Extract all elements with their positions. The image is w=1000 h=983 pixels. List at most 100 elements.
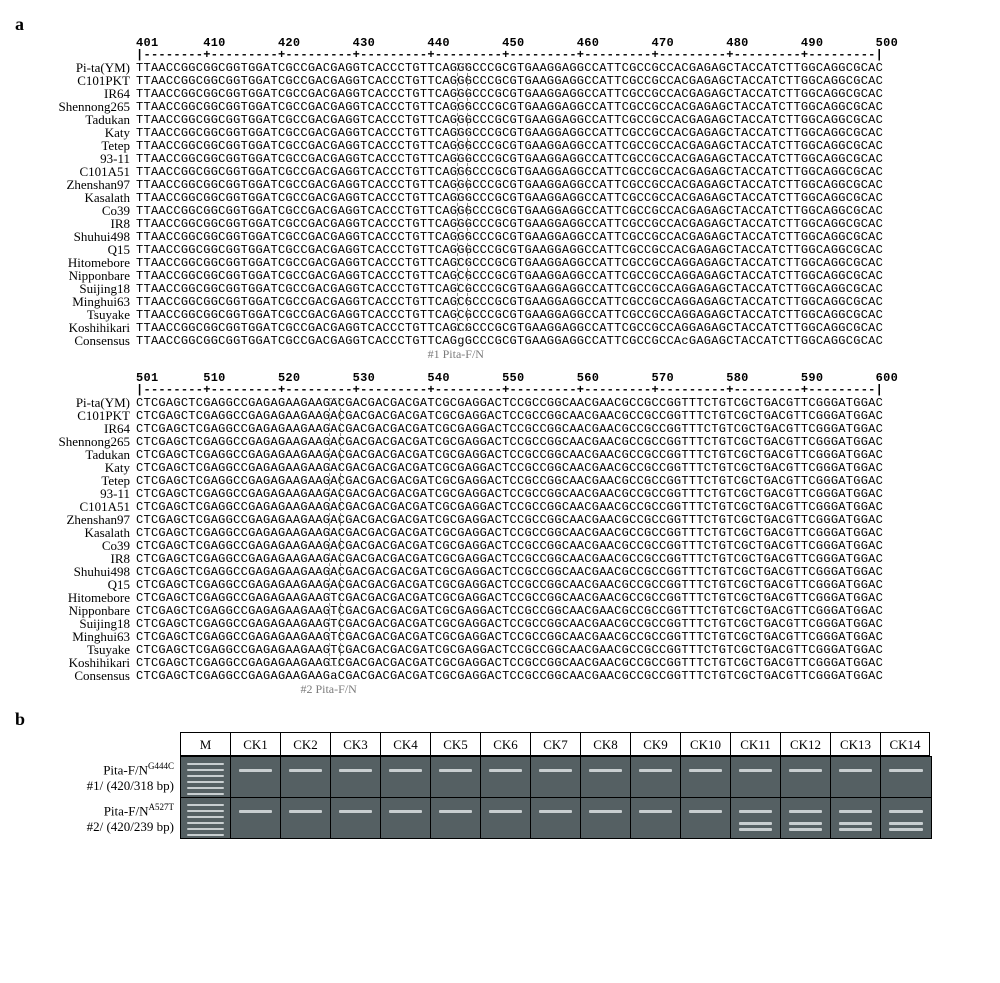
alignment-block: 401 410 420 430 440 450 460 470 480 490 … [15, 37, 985, 362]
gel-lane [631, 798, 681, 838]
gel-band [739, 828, 772, 831]
sequence-text: TTAACCGGCGGCGGTGGATCGCCGACGAGGTCACCCTGTT… [136, 244, 883, 256]
sequence-row: KasalathTTAACCGGCGGCGGTGGATCGCCGACGAGGTC… [15, 191, 985, 204]
ladder-band [187, 793, 224, 795]
gel-lane [881, 757, 931, 797]
gel-band [239, 769, 272, 772]
gel-band [289, 769, 322, 772]
sequence-text: CTCGAGCTCGAGGCCGAGAGAAGAAGTCGACGACGACGAT… [136, 592, 883, 604]
panel-b-label: b [15, 709, 985, 730]
sequence-text: TTAACCGGCGGCGGTGGATCGCCGACGAGGTCACCCTGTT… [136, 322, 883, 334]
sequence-name: Consensus [15, 669, 136, 682]
sequence-row: Zhenshan97TTAACCGGCGGCGGTGGATCGCCGACGAGG… [15, 178, 985, 191]
gel-lane-header: CK1 [230, 732, 280, 756]
sequence-row: Zhenshan97CTCGAGCTCGAGGCCGAGAGAAGAAGACGA… [15, 513, 985, 526]
gel-row: Pita-F/NG444C#1/ (420/318 bp) [15, 756, 985, 798]
snp-annotation: #2 Pita-F/N [136, 682, 985, 697]
sequence-row: KasalathCTCGAGCTCGAGGCCGAGAGAAGAAGACGACG… [15, 526, 985, 539]
sequence-text: CTCGAGCTCGAGGCCGAGAGAAGAAGACGACGACGACGAT… [136, 514, 883, 526]
sequence-row: Q15CTCGAGCTCGAGGCCGAGAGAAGAAGACGACGACGAC… [15, 578, 985, 591]
sequence-text: CTCGAGCTCGAGGCCGAGAGAAGAAGACGACGACGACGAT… [136, 527, 883, 539]
sequence-text: TTAACCGGCGGCGGTGGATCGCCGACGAGGTCACCCTGTT… [136, 257, 883, 269]
gel-lane [581, 757, 631, 797]
sequence-text: TTAACCGGCGGCGGTGGATCGCCGACGAGGTCACCCTGTT… [136, 101, 883, 113]
gel-band [489, 810, 522, 813]
gel-band [239, 810, 272, 813]
gel-band [389, 810, 422, 813]
sequence-row: Suijing18TTAACCGGCGGCGGTGGATCGCCGACGAGGT… [15, 282, 985, 295]
sequence-row: ConsensusTTAACCGGCGGCGGTGGATCGCCGACGAGGT… [15, 334, 985, 347]
gel-lane-header: CK8 [580, 732, 630, 756]
gel-lane [231, 757, 281, 797]
gel-band [739, 822, 772, 825]
sequence-alignment-panel: 401 410 420 430 440 450 460 470 480 490 … [15, 37, 985, 697]
sequence-row: Shuhui498TTAACCGGCGGCGGTGGATCGCCGACGAGGT… [15, 230, 985, 243]
sequence-row: 93-11TTAACCGGCGGCGGTGGATCGCCGACGAGGTCACC… [15, 152, 985, 165]
sequence-text: TTAACCGGCGGCGGTGGATCGCCGACGAGGTCACCCTGTT… [136, 335, 883, 347]
gel-lane [431, 798, 481, 838]
sequence-row: Suijing18CTCGAGCTCGAGGCCGAGAGAAGAAGTCGAC… [15, 617, 985, 630]
sequence-text: CTCGAGCTCGAGGCCGAGAGAAGAAGACGACGACGACGAT… [136, 579, 883, 591]
ladder-band [187, 822, 224, 824]
ladder-band [187, 810, 224, 812]
gel-lane [681, 798, 731, 838]
gel-lane [481, 757, 531, 797]
gel-row-label: Pita-F/NA527T#2/ (420/239 bp) [15, 802, 180, 835]
sequence-text: CTCGAGCTCGAGGCCGAGAGAAGAAGACGACGACGACGAT… [136, 462, 883, 474]
ladder-band [187, 816, 224, 818]
gel-band [789, 769, 822, 772]
sequence-text: CTCGAGCTCGAGGCCGAGAGAAGAAGACGACGACGACGAT… [136, 423, 883, 435]
gel-row: Pita-F/NA527T#2/ (420/239 bp) [15, 798, 985, 839]
gel-band [839, 810, 872, 813]
ladder-band [187, 834, 224, 836]
sequence-row: Q15TTAACCGGCGGCGGTGGATCGCCGACGAGGTCACCCT… [15, 243, 985, 256]
gel-lane [481, 798, 531, 838]
sequence-text: TTAACCGGCGGCGGTGGATCGCCGACGAGGTCACCCTGTT… [136, 166, 883, 178]
sequence-text: TTAACCGGCGGCGGTGGATCGCCGACGAGGTCACCCTGTT… [136, 296, 883, 308]
sequence-row: HitomeboreCTCGAGCTCGAGGCCGAGAGAAGAAGTCGA… [15, 591, 985, 604]
gel-band [339, 769, 372, 772]
ladder-band [187, 787, 224, 789]
sequence-text: TTAACCGGCGGCGGTGGATCGCCGACGAGGTCACCCTGTT… [136, 218, 883, 230]
gel-lane [581, 798, 631, 838]
alignment-block: 501 510 520 530 540 550 560 570 580 590 … [15, 372, 985, 697]
gel-lane [531, 757, 581, 797]
sequence-text: TTAACCGGCGGCGGTGGATCGCCGACGAGGTCACCCTGTT… [136, 114, 883, 126]
gel-strip [180, 798, 932, 839]
gel-band [489, 769, 522, 772]
gel-band [689, 810, 722, 813]
sequence-text: CTCGAGCTCGAGGCCGAGAGAAGAAGACGACGACGACGAT… [136, 566, 883, 578]
sequence-row: KoshihikariTTAACCGGCGGCGGTGGATCGCCGACGAG… [15, 321, 985, 334]
gel-lane [781, 798, 831, 838]
sequence-row: Shuhui498CTCGAGCTCGAGGCCGAGAGAAGAAGACGAC… [15, 565, 985, 578]
gel-band [339, 810, 372, 813]
sequence-row: KoshihikariCTCGAGCTCGAGGCCGAGAGAAGAAGTCG… [15, 656, 985, 669]
gel-band [539, 769, 572, 772]
gel-lane [831, 757, 881, 797]
gel-lane [281, 798, 331, 838]
sequence-text: CTCGAGCTCGAGGCCGAGAGAAGAAGACGACGACGACGAT… [136, 397, 883, 409]
ruler-ticks: |--------+---------+---------+---------+… [136, 49, 883, 61]
gel-band [689, 769, 722, 772]
gel-lane [181, 757, 231, 797]
sequence-row: ConsensusCTCGAGCTCGAGGCCGAGAGAAGAAGaCGAC… [15, 669, 985, 682]
sequence-text: CTCGAGCTCGAGGCCGAGAGAAGAAGACGACGACGACGAT… [136, 436, 883, 448]
gel-lane [731, 798, 781, 838]
gel-lane [381, 798, 431, 838]
sequence-text: CTCGAGCTCGAGGCCGAGAGAAGAAGTCGACGACGACGAT… [136, 657, 883, 669]
gel-band [889, 769, 923, 772]
ladder-band [187, 763, 224, 765]
sequence-row: C101PKTTTAACCGGCGGCGGTGGATCGCCGACGAGGTCA… [15, 74, 985, 87]
sequence-text: TTAACCGGCGGCGGTGGATCGCCGACGAGGTCACCCTGTT… [136, 231, 883, 243]
sequence-row: Shennong265TTAACCGGCGGCGGTGGATCGCCGACGAG… [15, 100, 985, 113]
sequence-row: C101PKTCTCGAGCTCGAGGCCGAGAGAAGAAGACGACGA… [15, 409, 985, 422]
gel-lane-header: CK12 [780, 732, 830, 756]
gel-band [589, 810, 622, 813]
gel-lane-header: CK14 [880, 732, 930, 756]
gel-lane-header: M [180, 732, 230, 756]
gel-lane [631, 757, 681, 797]
gel-band [739, 769, 772, 772]
sequence-text: CTCGAGCTCGAGGCCGAGAGAAGAAGACGACGACGACGAT… [136, 501, 883, 513]
sequence-row: TetepCTCGAGCTCGAGGCCGAGAGAAGAAGACGACGACG… [15, 474, 985, 487]
gel-lane [731, 757, 781, 797]
